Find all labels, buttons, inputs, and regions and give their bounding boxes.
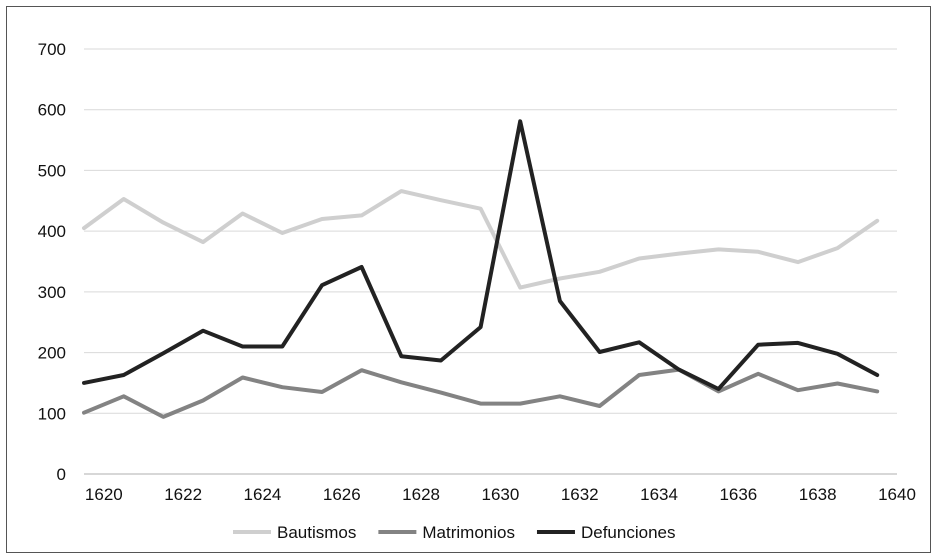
series-lines (82, 119, 880, 419)
chart-frame (6, 6, 931, 553)
legend: Bautismos Matrimonios Defunciones (233, 523, 675, 542)
y-tick-label: 100 (38, 404, 66, 423)
x-tick-label: 1620 (85, 485, 123, 504)
y-tick-label: 600 (38, 101, 66, 120)
x-tick-label: 1632 (561, 485, 599, 504)
x-tick-label: 1624 (244, 485, 282, 504)
series-line-defunciones (82, 119, 880, 391)
y-tick-label: 400 (38, 222, 66, 241)
series-line-bautismos (82, 189, 880, 290)
legend-label-bautismos: Bautismos (277, 523, 356, 542)
x-tick-label: 1638 (799, 485, 837, 504)
series-line-matrimonios (82, 367, 880, 419)
y-tick-label: 700 (38, 40, 66, 59)
y-tick-label: 200 (38, 344, 66, 363)
x-tick-label: 1622 (164, 485, 202, 504)
x-tick-label: 1636 (719, 485, 757, 504)
x-tick-label: 1640 (878, 485, 916, 504)
gridlines (84, 48, 897, 414)
y-axis-tick-labels: 0 100 200 300 400 500 600 700 (38, 40, 66, 484)
x-tick-label: 1630 (482, 485, 520, 504)
y-tick-label: 0 (57, 465, 66, 484)
legend-label-defunciones: Defunciones (581, 523, 676, 542)
x-axis-tick-labels: 1620 1622 1624 1626 1628 1630 1632 1634 1636 1638… (85, 485, 916, 504)
legend-label-matrimonios: Matrimonios (422, 523, 515, 542)
x-tick-label: 1626 (323, 485, 361, 504)
y-tick-label: 500 (38, 161, 66, 180)
x-tick-label: 1628 (402, 485, 440, 504)
y-tick-label: 300 (38, 283, 66, 302)
x-tick-label: 1634 (640, 485, 678, 504)
